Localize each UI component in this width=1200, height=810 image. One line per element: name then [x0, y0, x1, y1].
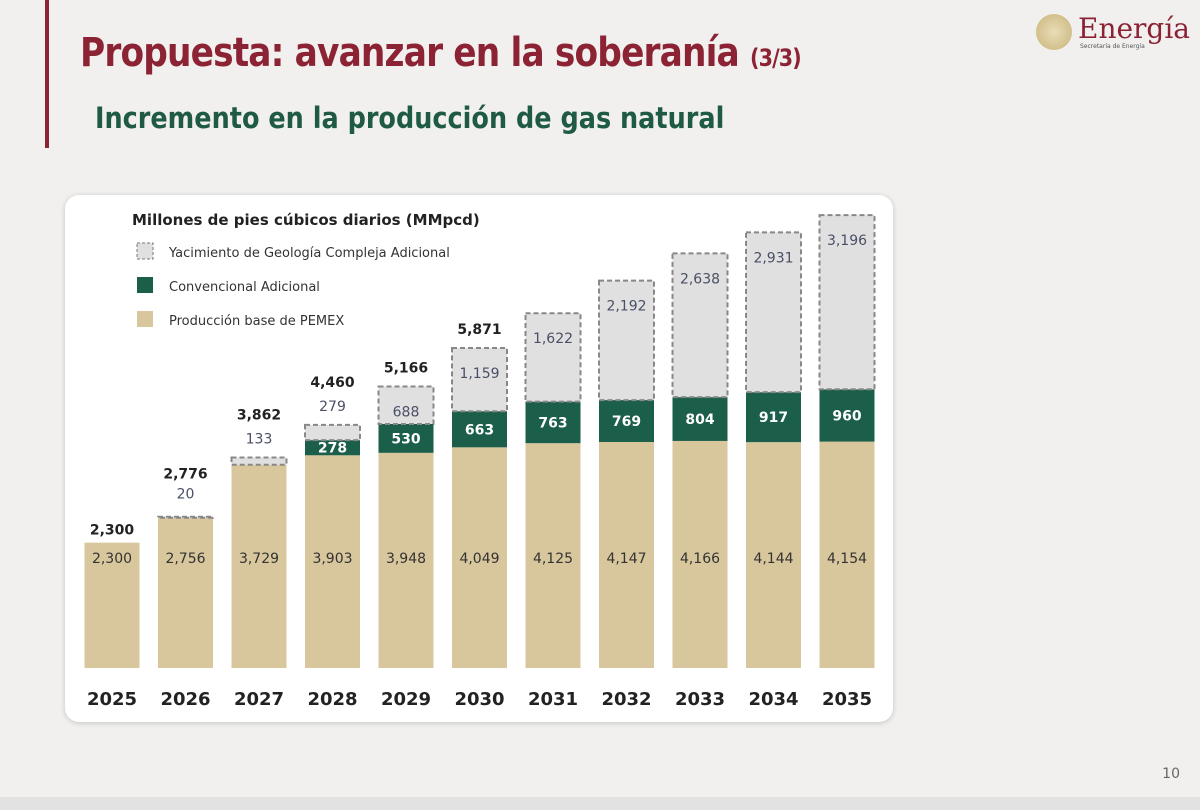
legend-label: Yacimiento de Geología Compleja Adiciona… — [168, 246, 450, 261]
logo-name: Energía — [1078, 11, 1190, 45]
legend-label: Producción base de PEMEX — [169, 314, 344, 329]
bar-base-2025 — [84, 542, 140, 668]
legend-swatch — [137, 311, 153, 327]
label-complex-2030: 1,159 — [459, 366, 499, 382]
label-complex-2035: 3,196 — [827, 233, 867, 249]
chart: Millones de pies cúbicos diarios (MMpcd)… — [84, 211, 876, 710]
bar-base-2026 — [158, 517, 213, 668]
label-base-2025: 2,300 — [92, 551, 132, 567]
bar-complex-2035 — [818, 214, 876, 391]
x-tick-2026: 2026 — [160, 689, 210, 710]
chart-card: Millones de pies cúbicos diarios (MMpcd)… — [65, 195, 893, 722]
label-complex-2029: 688 — [393, 404, 420, 420]
label-complex-2026: 20 — [177, 487, 195, 503]
x-tick-2030: 2030 — [454, 689, 504, 710]
label-total-2026: 2,776 — [163, 467, 207, 483]
bar-base-2027 — [231, 464, 287, 668]
label-base-2034: 4,144 — [753, 551, 793, 567]
legend-label: Convencional Adicional — [169, 280, 320, 295]
bar-base-2031 — [525, 443, 581, 668]
bar-complex-2034 — [745, 231, 802, 394]
x-tick-2031: 2031 — [528, 689, 578, 710]
bar-conventional-2034 — [746, 392, 801, 443]
label-conventional-2035: 960 — [832, 408, 861, 424]
label-complex-2028: 279 — [319, 399, 346, 415]
label-complex-2033: 2,638 — [680, 271, 720, 287]
x-tick-2034: 2034 — [748, 689, 798, 710]
x-tick-2025: 2025 — [87, 689, 137, 710]
bar-complex-2032 — [598, 279, 655, 402]
bar-base-2028 — [305, 455, 360, 668]
footer-bar — [0, 797, 1200, 810]
legend-swatch — [137, 277, 153, 293]
bar-complex-2031 — [524, 312, 582, 403]
label-complex-2034: 2,931 — [753, 250, 793, 266]
label-conventional-2028: 278 — [318, 441, 347, 457]
label-conventional-2029: 530 — [391, 431, 420, 447]
title-accent-bar — [45, 0, 49, 148]
bar-conventional-2029 — [378, 423, 434, 453]
label-base-2031: 4,125 — [533, 551, 573, 567]
logo-sub: Secretaría de Energía — [1080, 42, 1145, 50]
label-base-2026: 2,756 — [165, 551, 205, 567]
page-subtitle: Incremento en la producción de gas natur… — [95, 101, 725, 135]
bar-conventional-2035 — [819, 389, 875, 442]
label-total-2030: 5,871 — [457, 322, 501, 338]
label-total-2028: 4,460 — [310, 375, 355, 391]
label-complex-2027: 133 — [246, 432, 273, 448]
bar-complex-2029 — [377, 385, 435, 425]
x-tick-2027: 2027 — [234, 689, 284, 710]
label-total-2029: 5,166 — [384, 360, 428, 376]
x-tick-2033: 2033 — [675, 689, 725, 710]
label-base-2027: 3,729 — [239, 551, 279, 567]
bar-base-2035 — [819, 441, 875, 668]
chart-title: Millones de pies cúbicos diarios (MMpcd) — [132, 211, 480, 229]
label-complex-2032: 2,192 — [606, 299, 646, 315]
label-conventional-2031: 763 — [538, 415, 567, 431]
label-base-2030: 4,049 — [459, 551, 499, 567]
label-conventional-2030: 663 — [465, 422, 494, 438]
label-complex-2031: 1,622 — [533, 331, 573, 347]
bar-base-2030 — [452, 447, 507, 668]
bar-complex-2030 — [451, 347, 508, 413]
label-base-2029: 3,948 — [386, 551, 426, 567]
logo: Energía Secretaría de Energía — [1036, 14, 1190, 50]
bar-base-2032 — [599, 441, 654, 668]
label-conventional-2032: 769 — [612, 414, 641, 430]
bar-complex-2033 — [671, 252, 729, 399]
legend-swatch — [136, 242, 154, 260]
label-conventional-2033: 804 — [685, 412, 714, 428]
bar-base-2033 — [672, 440, 728, 668]
bar-complex-2027 — [230, 456, 288, 466]
title-suffix: (3/3) — [750, 44, 802, 72]
bar-base-2034 — [746, 442, 801, 668]
label-conventional-2034: 917 — [759, 410, 788, 426]
x-tick-2029: 2029 — [381, 689, 431, 710]
label-total-2027: 3,862 — [237, 408, 281, 424]
page-number: 10 — [1162, 766, 1180, 782]
bar-conventional-2028 — [305, 440, 360, 456]
bar-conventional-2033 — [672, 397, 728, 441]
x-tick-2028: 2028 — [307, 689, 357, 710]
bar-base-2029 — [378, 452, 434, 668]
page-title: Propuesta: avanzar en la soberanía (3/3) — [80, 30, 802, 76]
x-tick-2032: 2032 — [601, 689, 651, 710]
seal-icon — [1036, 14, 1072, 50]
label-total-2025: 2,300 — [90, 523, 135, 539]
x-tick-2035: 2035 — [822, 689, 872, 710]
bar-conventional-2032 — [599, 400, 654, 442]
label-base-2033: 4,166 — [680, 551, 720, 567]
label-base-2028: 3,903 — [312, 551, 352, 567]
bar-conventional-2031 — [525, 401, 581, 444]
bar-complex-2026 — [157, 515, 214, 519]
bar-complex-2028 — [304, 423, 361, 442]
label-base-2032: 4,147 — [606, 551, 646, 567]
label-base-2035: 4,154 — [827, 551, 867, 567]
bar-conventional-2030 — [452, 411, 507, 448]
